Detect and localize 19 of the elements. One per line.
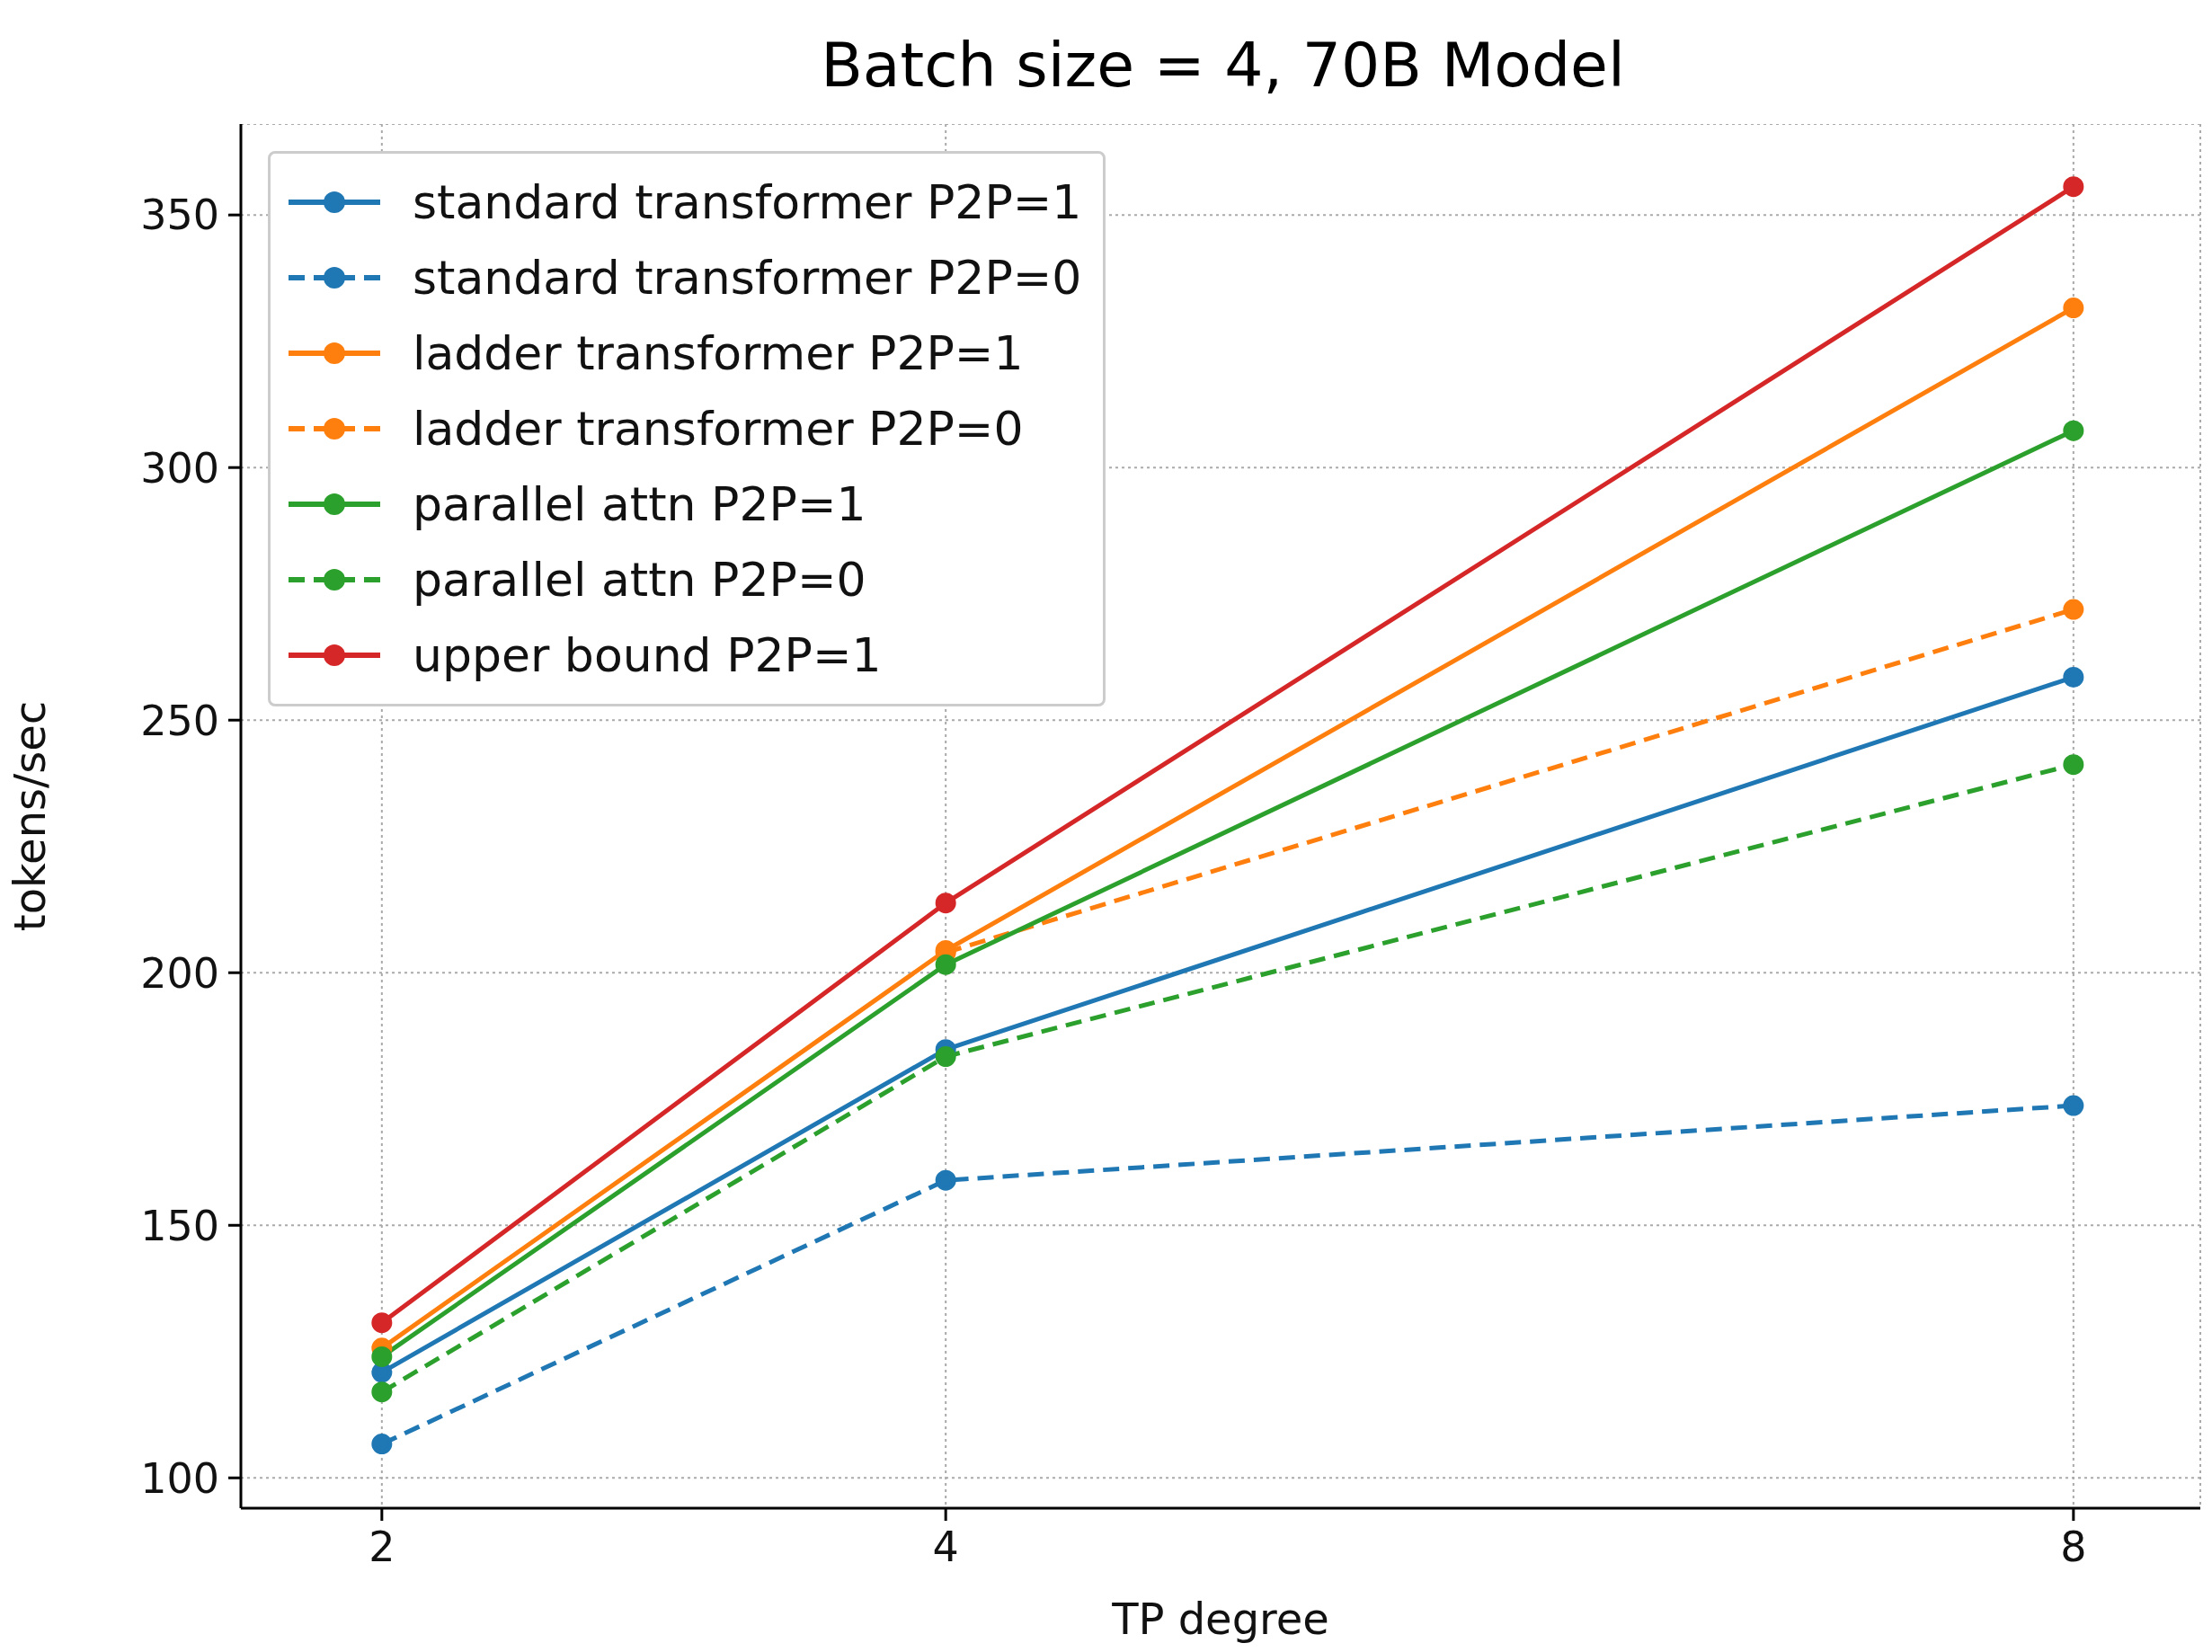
x-tick-label: 2 [369, 1522, 395, 1571]
x-tick-label: 4 [932, 1522, 959, 1571]
y-tick-label: 300 [140, 443, 219, 493]
y-tick-label: 350 [140, 191, 219, 240]
legend-label: parallel attn P2P=1 [413, 477, 866, 531]
y-tick-label: 200 [140, 948, 219, 998]
legend-label: ladder transformer P2P=1 [413, 326, 1024, 380]
x-tick-label: 8 [2060, 1522, 2087, 1571]
legend-label: upper bound P2P=1 [413, 628, 882, 682]
legend-label: ladder transformer P2P=0 [413, 402, 1024, 456]
y-tick-label: 250 [140, 696, 219, 745]
legend-label: standard transformer P2P=0 [413, 251, 1082, 305]
legend-label: parallel attn P2P=0 [413, 553, 866, 607]
legend-label: standard transformer P2P=1 [413, 175, 1082, 229]
y-axis-title: tokens/sec [4, 700, 56, 932]
x-axis-title: TP degree [1111, 1594, 1329, 1644]
y-tick-label: 100 [140, 1453, 219, 1503]
chart-title: Batch size = 4, 70B Model [820, 29, 1626, 102]
y-tick-label: 150 [140, 1201, 219, 1250]
